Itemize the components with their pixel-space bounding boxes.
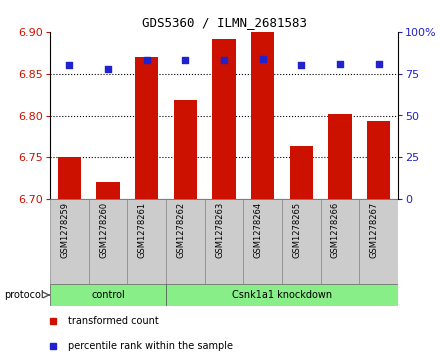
Point xyxy=(143,57,150,63)
Bar xyxy=(58,157,81,199)
Bar xyxy=(282,199,321,284)
Bar xyxy=(290,146,313,199)
Point xyxy=(104,66,111,72)
Bar xyxy=(243,199,282,284)
Title: GDS5360 / ILMN_2681583: GDS5360 / ILMN_2681583 xyxy=(142,16,307,29)
Text: control: control xyxy=(91,290,125,300)
Bar xyxy=(205,199,243,284)
Bar xyxy=(96,182,120,199)
Text: GSM1278263: GSM1278263 xyxy=(215,201,224,258)
Text: protocol: protocol xyxy=(4,290,44,300)
Text: GSM1278260: GSM1278260 xyxy=(99,201,108,258)
Bar xyxy=(135,57,158,199)
Bar xyxy=(50,199,89,284)
Text: GSM1278262: GSM1278262 xyxy=(176,201,185,258)
Point xyxy=(298,62,305,68)
Bar xyxy=(328,114,352,199)
Point xyxy=(66,62,73,68)
Text: percentile rank within the sample: percentile rank within the sample xyxy=(68,340,233,351)
Text: transformed count: transformed count xyxy=(68,317,159,326)
Bar xyxy=(89,199,127,284)
Bar xyxy=(213,39,235,199)
Bar xyxy=(127,199,166,284)
Bar xyxy=(50,284,166,306)
Bar xyxy=(251,30,274,199)
Text: Csnk1a1 knockdown: Csnk1a1 knockdown xyxy=(232,290,332,300)
Bar xyxy=(174,101,197,199)
Bar xyxy=(166,284,398,306)
Text: GSM1278267: GSM1278267 xyxy=(370,201,379,258)
Point xyxy=(220,57,227,63)
Bar xyxy=(321,199,359,284)
Text: GSM1278265: GSM1278265 xyxy=(292,201,301,258)
Text: GSM1278261: GSM1278261 xyxy=(138,201,147,258)
Point xyxy=(182,57,189,63)
Text: GSM1278266: GSM1278266 xyxy=(331,201,340,258)
Bar xyxy=(367,121,390,199)
Point xyxy=(259,56,266,62)
Bar xyxy=(359,199,398,284)
Text: GSM1278259: GSM1278259 xyxy=(60,201,70,258)
Text: GSM1278264: GSM1278264 xyxy=(254,201,263,258)
Point xyxy=(337,61,344,67)
Point xyxy=(375,61,382,67)
Bar xyxy=(166,199,205,284)
